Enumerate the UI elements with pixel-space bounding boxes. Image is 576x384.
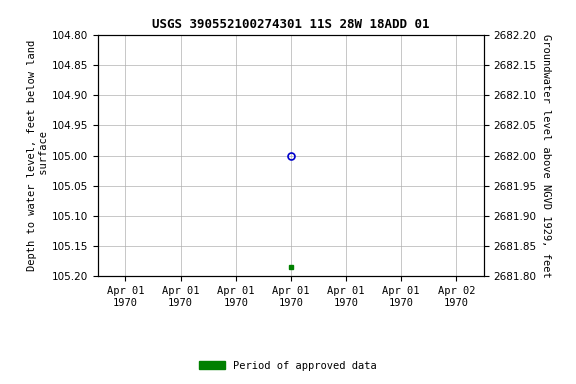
Legend: Period of approved data: Period of approved data xyxy=(195,357,381,375)
Title: USGS 390552100274301 11S 28W 18ADD 01: USGS 390552100274301 11S 28W 18ADD 01 xyxy=(152,18,430,31)
Y-axis label: Depth to water level, feet below land
 surface: Depth to water level, feet below land su… xyxy=(28,40,49,271)
Y-axis label: Groundwater level above NGVD 1929, feet: Groundwater level above NGVD 1929, feet xyxy=(541,34,551,277)
